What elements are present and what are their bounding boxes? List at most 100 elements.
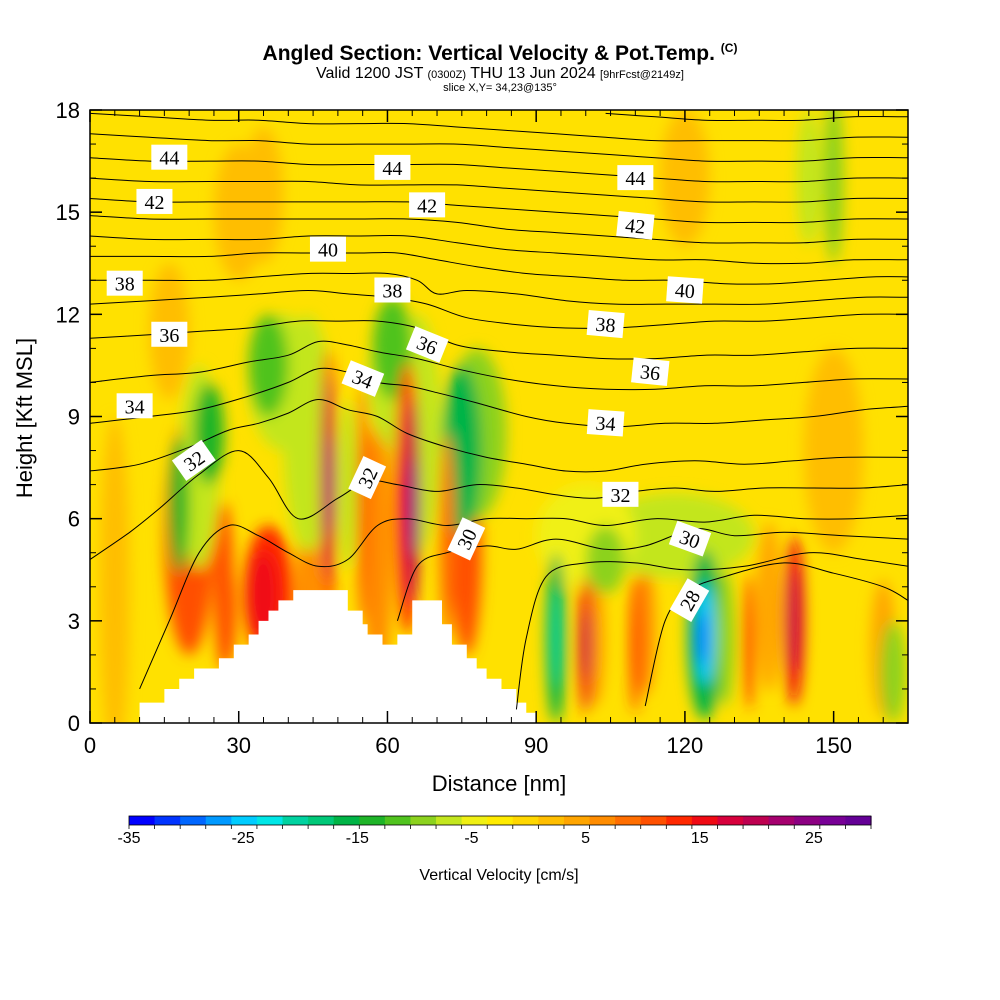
velocity-cell bbox=[213, 144, 264, 281]
theta-contour bbox=[90, 340, 908, 391]
velocity-cell bbox=[635, 559, 656, 696]
colorbar-tick-label: -35 bbox=[117, 830, 140, 847]
colorbar-swatch bbox=[129, 816, 156, 825]
theta-contour bbox=[139, 514, 908, 690]
contour-label: 36 bbox=[631, 357, 670, 387]
theta-contour bbox=[90, 198, 908, 224]
contour-label: 42 bbox=[616, 210, 655, 240]
contour-label-text: 42 bbox=[624, 215, 646, 239]
x-tick-label: 30 bbox=[226, 733, 250, 758]
x-tick-label: 90 bbox=[524, 733, 548, 758]
theta-contour bbox=[644, 562, 908, 707]
theta-contour bbox=[90, 133, 908, 162]
contour-label: 34 bbox=[116, 393, 153, 419]
colorbar-swatch bbox=[717, 816, 744, 825]
colorbar-swatch bbox=[743, 816, 770, 825]
colorbar-swatch bbox=[308, 816, 335, 825]
theta-contour bbox=[605, 112, 908, 121]
velocity-cell bbox=[357, 382, 368, 621]
contour-label-box bbox=[631, 357, 670, 387]
velocity-cell bbox=[99, 416, 130, 723]
contour-label: 38 bbox=[106, 270, 143, 296]
contour-label-box bbox=[151, 321, 188, 347]
colorbar-swatch bbox=[436, 816, 463, 825]
colorbar-swatch bbox=[538, 816, 565, 825]
contour-label: 42 bbox=[136, 188, 173, 214]
contour-label: 34 bbox=[586, 409, 625, 437]
velocity-field bbox=[90, 110, 908, 723]
theta-contour bbox=[90, 215, 908, 244]
terrain bbox=[139, 590, 537, 723]
colorbar-swatch bbox=[359, 816, 386, 825]
y-tick-label: 3 bbox=[68, 609, 80, 634]
contour-label-text: 34 bbox=[125, 396, 145, 418]
valid-date: THU 13 Jun 2024 bbox=[470, 65, 596, 82]
colorbar-swatch bbox=[640, 816, 667, 825]
y-tick-label: 6 bbox=[68, 507, 80, 532]
contour-label-box bbox=[586, 409, 625, 437]
velocity-cell bbox=[221, 559, 237, 662]
colorbar-tick-label: -15 bbox=[346, 830, 369, 847]
colorbar-swatch bbox=[231, 816, 258, 825]
colorbar-swatch bbox=[205, 816, 232, 825]
colorbar-frame bbox=[128, 815, 872, 826]
colorbar-swatch bbox=[819, 816, 847, 825]
contour-label-box bbox=[136, 188, 173, 214]
theta-contour bbox=[90, 320, 908, 360]
theta-contour bbox=[90, 157, 908, 183]
contour-label-text: 38 bbox=[382, 280, 402, 302]
contour-label: 40 bbox=[666, 276, 704, 304]
velocity-cell bbox=[582, 610, 590, 679]
forecast-info: [9hrFcst@2149z] bbox=[600, 69, 684, 81]
colorbar-swatch bbox=[333, 816, 360, 825]
colorbar-swatch bbox=[154, 816, 181, 825]
colorbar-tick-label: -5 bbox=[464, 830, 478, 847]
theta-contour bbox=[396, 528, 908, 621]
contour-label-text: 32 bbox=[610, 485, 630, 507]
theta-contour bbox=[90, 112, 908, 142]
colorbar-swatch bbox=[410, 816, 437, 825]
y-tick-label: 12 bbox=[56, 302, 80, 327]
contour-label-text: 44 bbox=[159, 148, 179, 170]
colorbar: -35 -25 -15 -5 5 15 25 bbox=[117, 815, 872, 847]
colorbar-tick-label: -25 bbox=[232, 830, 255, 847]
slice-info: slice X,Y= 34,23@135° bbox=[443, 82, 557, 94]
contour-label-box bbox=[617, 165, 654, 191]
colorbar-swatch bbox=[794, 816, 821, 825]
contour-label-box bbox=[151, 144, 188, 170]
velocity-cell bbox=[630, 576, 641, 713]
x-axis-label: Distance [nm] bbox=[432, 771, 567, 796]
colorbar-swatch bbox=[282, 816, 309, 825]
colorbar-swatch bbox=[384, 816, 412, 825]
contour-label: 36 bbox=[405, 326, 449, 363]
contour-label-box bbox=[586, 310, 625, 339]
velocity-cell bbox=[697, 610, 708, 666]
contour-label-box bbox=[171, 439, 216, 481]
velocity-cell bbox=[439, 433, 455, 638]
contour-label-box bbox=[405, 326, 449, 363]
chart-header: Angled Section: Vertical Velocity & Pot.… bbox=[0, 36, 1000, 94]
contour-label-text: 40 bbox=[674, 280, 695, 303]
contour-label-box bbox=[341, 360, 385, 397]
contour-label: 40 bbox=[309, 236, 346, 262]
velocity-cell bbox=[756, 522, 782, 693]
colorbar-tick-label: 15 bbox=[691, 830, 709, 847]
velocity-cell bbox=[803, 348, 864, 553]
colorbar-swatch bbox=[512, 816, 539, 825]
velocity-cell bbox=[880, 620, 906, 723]
contour-label: 42 bbox=[409, 192, 446, 218]
title-suffix: (C) bbox=[720, 41, 738, 55]
colorbar-swatch bbox=[256, 816, 284, 825]
chart-subtitle: Valid 1200 JST (0300Z) THU 13 Jun 2024 [… bbox=[0, 66, 1000, 83]
colorbar-swatch bbox=[615, 816, 642, 825]
contour-label-text: 40 bbox=[318, 240, 338, 262]
contour-label-box bbox=[116, 393, 153, 419]
contour-label-box bbox=[616, 210, 655, 240]
velocity-cell bbox=[327, 433, 334, 536]
colorbar-swatch bbox=[691, 816, 719, 825]
velocity-cell bbox=[551, 586, 561, 689]
x-axis: 0 30 60 90 120 150 bbox=[84, 110, 909, 758]
y-tick-label: 15 bbox=[56, 200, 80, 225]
